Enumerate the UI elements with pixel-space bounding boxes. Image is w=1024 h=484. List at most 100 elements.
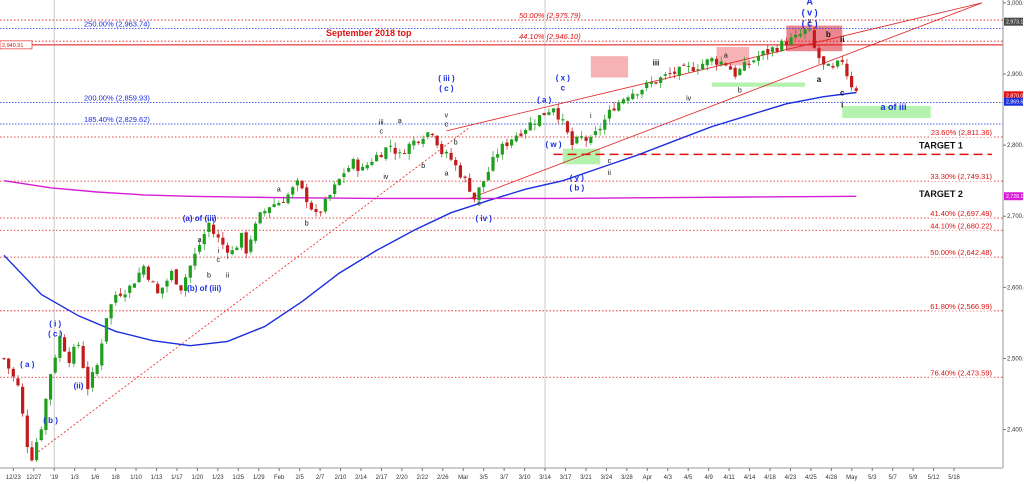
candle-body <box>635 94 639 96</box>
x-tick-label: 12/27 <box>26 475 42 481</box>
candle-body <box>775 47 779 52</box>
candle-body <box>491 157 495 171</box>
candle-body <box>510 139 514 146</box>
candle-body <box>370 161 374 165</box>
candle-body <box>444 151 449 154</box>
candle-body <box>724 63 728 66</box>
candle-body <box>663 74 667 76</box>
candle-body <box>817 48 821 59</box>
candle-body <box>53 357 57 373</box>
candle-body <box>682 64 686 66</box>
fib-level-label: 44.10% (2,680.22) <box>930 221 992 230</box>
wave-label: ( v ) <box>802 7 818 17</box>
x-tick-label: 2/17 <box>376 475 388 481</box>
x-tick-label: 1/10 <box>130 475 142 481</box>
wave-label: ( c ) <box>439 84 454 93</box>
x-tick-label: 2/5 <box>295 475 304 481</box>
x-tick-label: 5/16 <box>948 475 960 481</box>
candle-body <box>659 77 663 83</box>
september-top-price: 2,940.91 <box>2 43 23 49</box>
candle-body <box>654 82 658 84</box>
x-tick-label: 4/5 <box>684 475 693 481</box>
x-tick-label: 1/25 <box>232 475 244 481</box>
candle-body <box>803 29 807 35</box>
fib-label-bg <box>929 368 994 378</box>
candle-body <box>714 58 719 65</box>
x-tick-label: 4/3 <box>664 475 673 481</box>
x-tick-label: 3/7 <box>500 475 509 481</box>
wave-label: ( w ) <box>546 140 562 149</box>
candle-body <box>81 345 85 368</box>
candle-body <box>347 167 351 172</box>
fib-level-label: 200.00% (2,859.93) <box>84 93 150 102</box>
x-tick-label: '19 <box>50 475 58 481</box>
candle-body <box>440 144 444 155</box>
x-tick-label: 5/3 <box>868 475 877 481</box>
candle-body <box>808 29 812 31</box>
wave-label: iv <box>383 174 389 181</box>
candle-body <box>319 211 323 213</box>
highlight-zone <box>711 82 806 87</box>
x-tick-label: 4/11 <box>723 475 735 481</box>
candle-body <box>458 165 462 178</box>
x-tick-label: 1/20 <box>192 475 204 481</box>
fib-label-bg <box>929 209 994 219</box>
candle-body <box>412 140 416 146</box>
candle-body <box>547 112 551 115</box>
candle-body <box>528 122 532 131</box>
candle-body <box>188 265 192 278</box>
fib-label-bg <box>929 128 994 138</box>
candle-body <box>323 198 327 212</box>
candle-body <box>766 49 770 54</box>
candle-body <box>277 202 281 206</box>
september-top-label: September 2018 top <box>326 28 412 38</box>
x-tick-label: 1/13 <box>151 475 163 481</box>
x-tick-label: 3/5 <box>480 475 489 481</box>
candle-body <box>328 195 332 199</box>
candle-body <box>263 211 267 214</box>
candle-body <box>184 277 188 291</box>
candle-body <box>514 135 518 142</box>
fib-level-label: 33.30% (2,749.31) <box>930 172 992 181</box>
candle-body <box>673 71 677 74</box>
candle-body <box>62 337 67 352</box>
candle-body <box>416 141 421 143</box>
price-tag <box>1004 17 1023 26</box>
trend-line <box>446 2 983 132</box>
wave-label: ( c ) <box>802 18 818 28</box>
x-tick-label: 2/10 <box>335 475 347 481</box>
candle-body <box>379 154 383 158</box>
candle-body <box>272 204 276 208</box>
candle-body <box>58 336 62 358</box>
candle-body <box>11 368 15 377</box>
candle-body <box>854 88 858 91</box>
candle-body <box>132 283 136 288</box>
wave-label: c <box>608 158 612 165</box>
candle-body <box>351 159 355 169</box>
wave-label: ( a ) <box>20 360 35 369</box>
candle-body <box>831 65 835 68</box>
candle-body <box>90 371 95 388</box>
candle-body <box>435 135 439 146</box>
candle-body <box>728 66 733 70</box>
candle-body <box>170 270 174 281</box>
x-tick-label: 4/18 <box>764 475 776 481</box>
x-tick-label: 3/24 <box>601 475 613 481</box>
wave-label: v <box>445 112 449 119</box>
candle-body <box>211 224 216 234</box>
candle-body <box>44 398 48 431</box>
candle-body <box>677 66 681 76</box>
candle-body <box>407 143 411 154</box>
candle-body <box>356 159 360 171</box>
x-tick-label: 5/9 <box>909 475 918 481</box>
wave-label: c <box>561 83 566 92</box>
candle-body <box>850 75 854 88</box>
candle-body <box>235 247 239 251</box>
candle-body <box>468 178 472 192</box>
candle-body <box>784 41 788 46</box>
candle-body <box>645 82 649 88</box>
fib-level-label: 44.10% (2,946.10) <box>519 32 581 41</box>
candle-body <box>165 280 169 287</box>
x-tick-label: 4/25 <box>805 475 817 481</box>
